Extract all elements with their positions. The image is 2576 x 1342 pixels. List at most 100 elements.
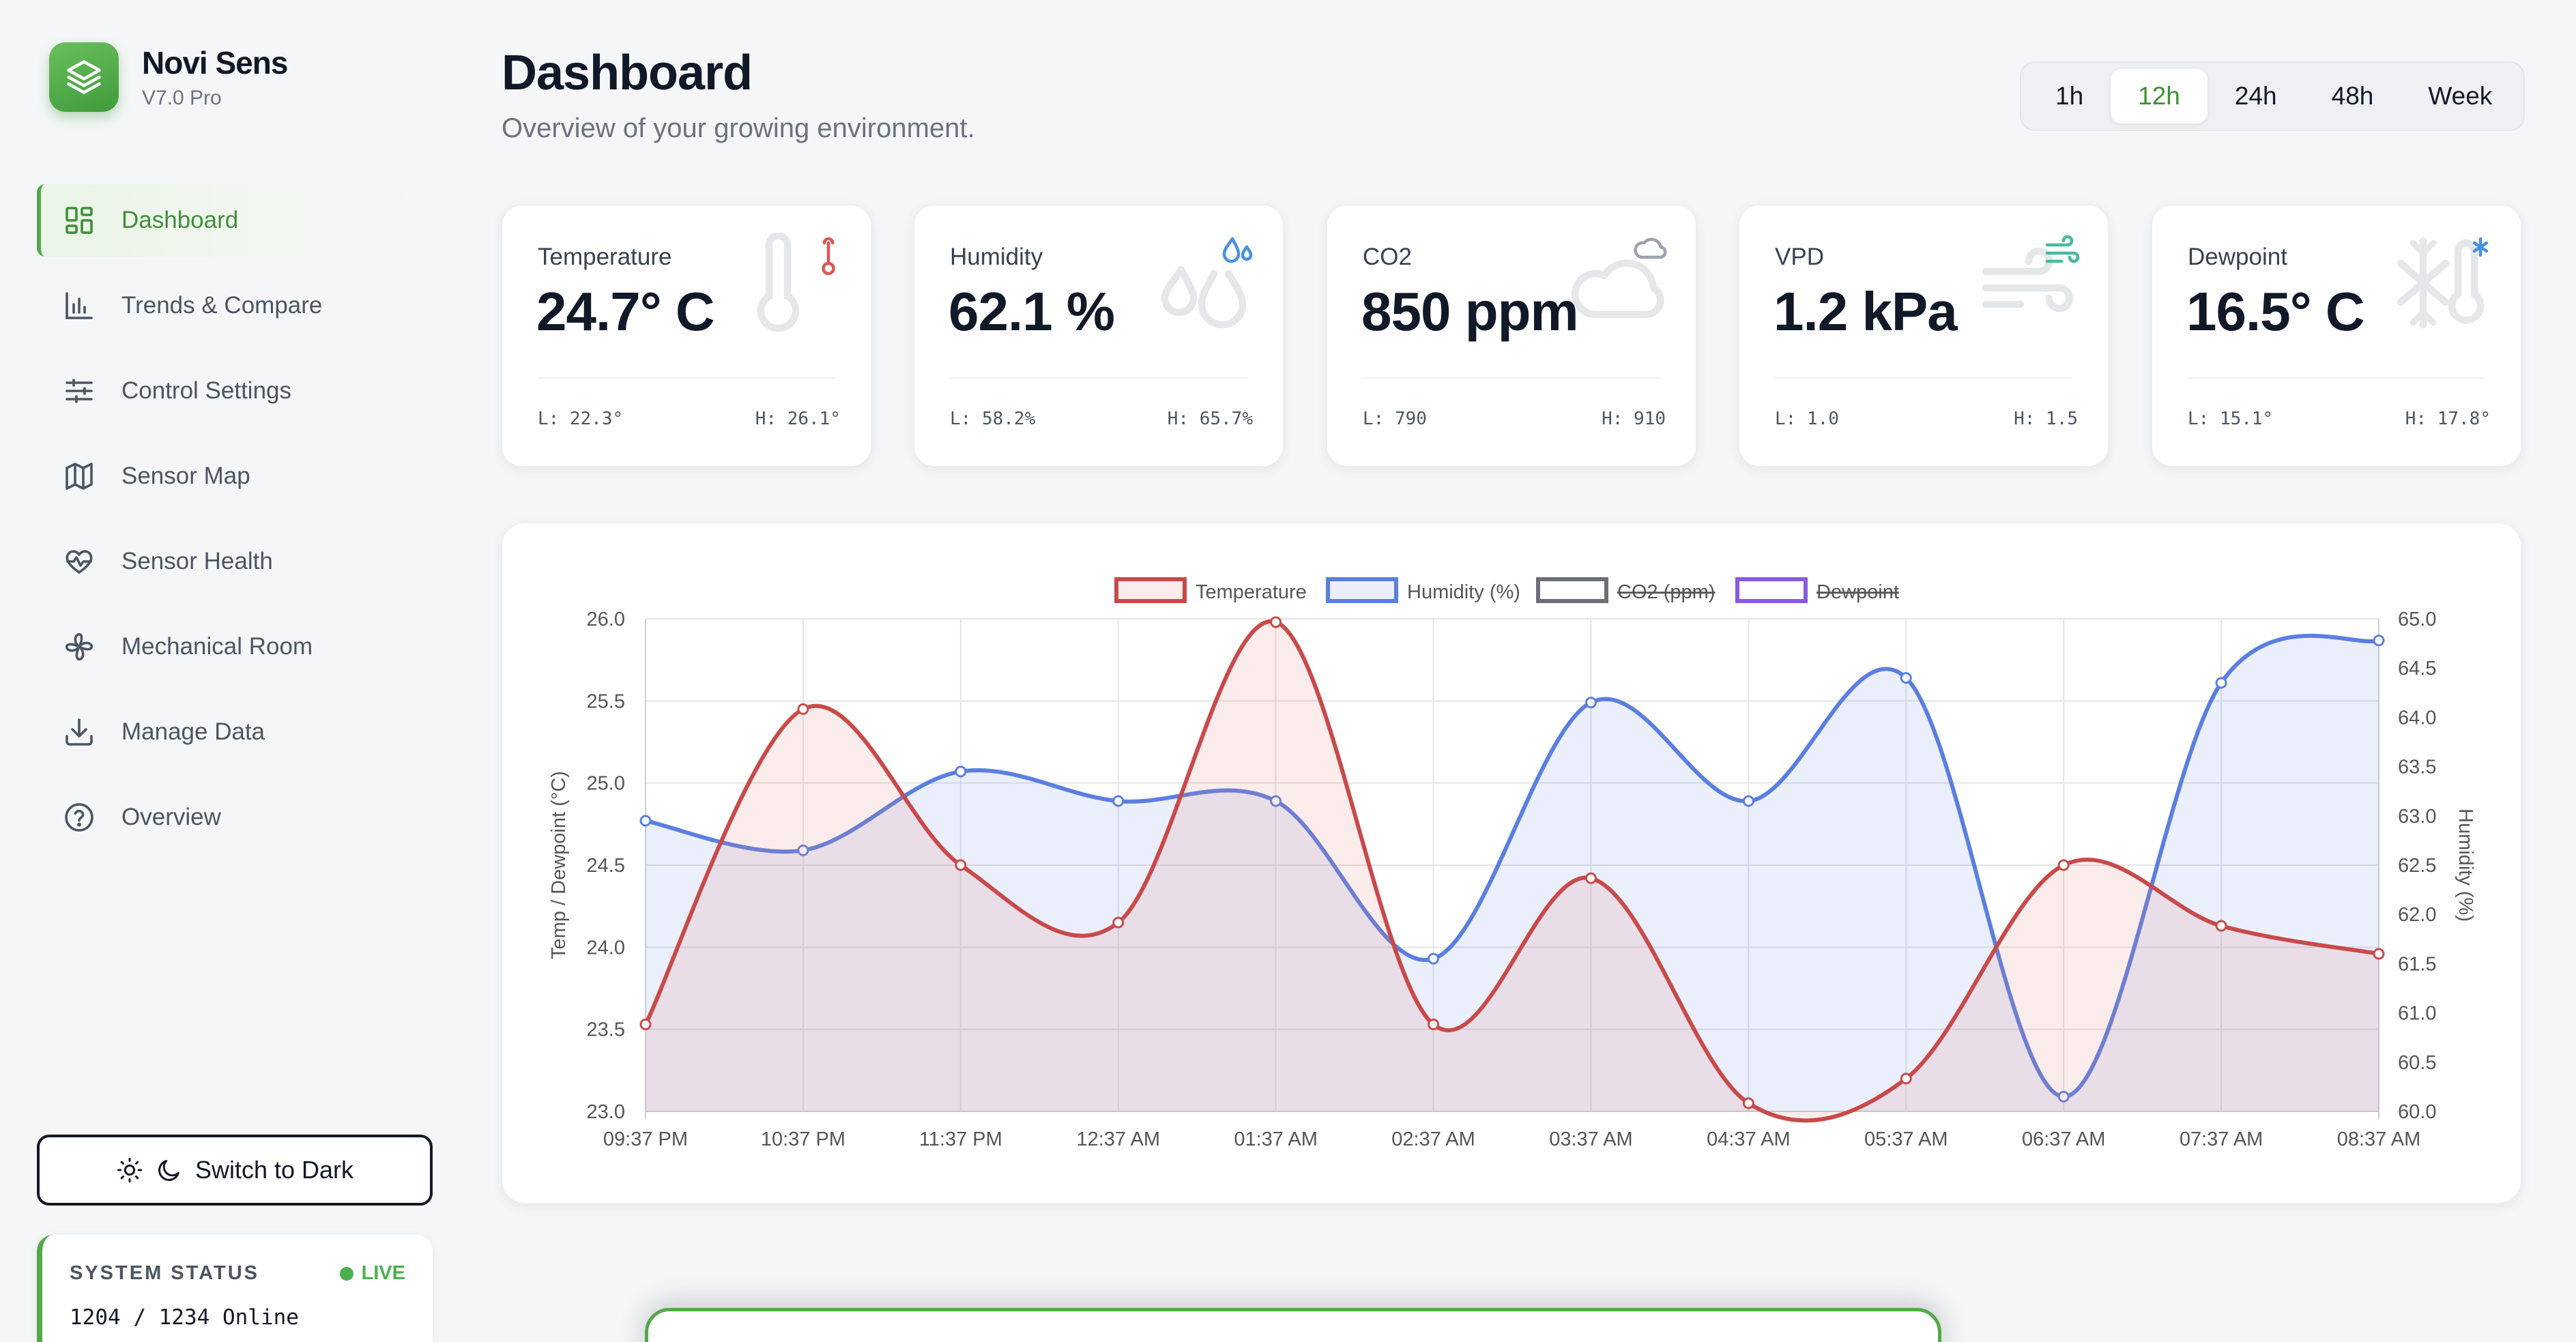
y2-tick-label: 64.0 [2398, 707, 2436, 729]
brand[interactable]: Novi Sens V7.0 Pro [49, 42, 288, 112]
x-tick-label: 10:37 PM [761, 1128, 845, 1150]
data-point [1270, 795, 1282, 807]
metric-card-vpd[interactable]: VPD 1.2 kPa L: 1.0 H: 1.5 [1739, 205, 2109, 467]
data-point [1428, 1018, 1440, 1030]
series-line [645, 633, 2379, 1099]
x-tick-label: 01:37 AM [1234, 1128, 1318, 1150]
metric-card-temperature[interactable]: Temperature 24.7° C L: 22.3° H: 26.1° [502, 205, 871, 467]
y2-tick-label: 63.0 [2398, 806, 2436, 828]
y-tick-label: 23.5 [587, 1019, 625, 1041]
y2-axis-title: Humidity (%) [2455, 808, 2476, 922]
sidebar-nav: Dashboard Trends & Compare Control Setti… [37, 184, 433, 866]
y2-tick-label: 60.0 [2398, 1101, 2436, 1123]
metric-divider [2188, 377, 2485, 379]
y-tick-label: 24.0 [587, 937, 625, 959]
sidebar-item-label: Dashboard [121, 207, 239, 233]
y2-tick-label: 62.0 [2398, 904, 2436, 926]
metric-card-humidity[interactable]: Humidity 62.1 % L: 58.2% H: 65.7% [914, 205, 1284, 467]
sidebar-item-manage-data[interactable]: Manage Data [37, 696, 433, 768]
brand-version: V7.0 Pro [142, 87, 222, 109]
metric-high: H: 26.1° [755, 409, 841, 429]
snow-thermometer-icon [2397, 237, 2489, 329]
sidebar-item-label: Sensor Health [121, 548, 273, 574]
data-point [1270, 616, 1282, 628]
range-week-button[interactable]: Week [2428, 82, 2493, 110]
y-tick-label: 25.0 [587, 773, 625, 795]
legend-swatch [1735, 577, 1808, 603]
thermometer-icon [757, 233, 835, 332]
sidebar-item-sensor-health[interactable]: Sensor Health [37, 525, 433, 598]
x-tick-label: 03:37 AM [1549, 1128, 1633, 1150]
sidebar-item-mechanical-room[interactable]: Mechanical Room [37, 611, 433, 683]
data-point [797, 703, 809, 715]
metric-divider [1363, 377, 1660, 379]
data-point [639, 1018, 652, 1030]
metric-value: 16.5° C [2186, 281, 2365, 342]
y-tick-label: 25.5 [587, 690, 625, 712]
y2-tick-label: 63.5 [2398, 757, 2436, 778]
y2-tick-label: 61.0 [2398, 1003, 2436, 1025]
series-area [646, 635, 2379, 1111]
series-area [646, 621, 2379, 1121]
data-point [2373, 634, 2385, 647]
page-subtitle: Overview of your growing environment. [502, 113, 975, 143]
metric-low: L: 58.2% [950, 409, 1036, 429]
y-tick-label: 23.0 [587, 1101, 625, 1123]
metric-label: Humidity [950, 244, 1043, 270]
x-tick-label: 11:37 PM [919, 1128, 1002, 1150]
series-line [643, 619, 2379, 1123]
range-24h-button[interactable]: 24h [2234, 82, 2277, 110]
switch-to-dark-button[interactable]: Switch to Dark [37, 1135, 433, 1206]
fan-icon [65, 632, 93, 661]
data-point [1900, 1073, 1912, 1085]
data-point [2373, 948, 2385, 960]
metric-card-co2[interactable]: CO2 850 ppm L: 790 H: 910 [1327, 205, 1696, 467]
metric-label: Temperature [538, 244, 672, 270]
x-tick-label: 12:37 AM [1076, 1128, 1160, 1150]
sidebar-item-dashboard[interactable]: Dashboard [37, 184, 433, 257]
range-12h-button[interactable]: 12h [2111, 69, 2208, 123]
sidebar-item-sensor-map[interactable]: Sensor Map [37, 440, 433, 512]
time-range-selector: 1h 12h 24h 48h Week [2020, 61, 2525, 131]
y2-tick-label: 64.5 [2398, 658, 2436, 680]
sidebar-item-label: Manage Data [121, 718, 265, 745]
sidebar-item-trends[interactable]: Trends & Compare [37, 269, 433, 342]
wind-icon [1982, 235, 2080, 312]
switch-to-dark-label: Switch to Dark [194, 1156, 354, 1184]
x-tick-label: 09:37 PM [603, 1128, 688, 1150]
metric-label: Dewpoint [2188, 244, 2287, 270]
system-status-card: SYSTEM STATUS LIVE 1204 / 1234 Online [37, 1235, 433, 1342]
sidebar-item-label: Sensor Map [121, 463, 250, 489]
data-point [1900, 672, 1912, 684]
metric-high: H: 65.7% [1167, 409, 1253, 429]
data-point [1742, 795, 1754, 807]
y2-tick-label: 61.5 [2398, 953, 2436, 975]
data-point [955, 765, 967, 778]
range-48h-button[interactable]: 48h [2331, 82, 2374, 110]
legend-swatch [1536, 577, 1608, 603]
live-label: LIVE [361, 1262, 405, 1284]
live-dot-icon [339, 1266, 353, 1281]
sidebar-item-label: Overview [121, 804, 221, 830]
y2-tick-label: 65.0 [2398, 609, 2436, 630]
data-point [1742, 1097, 1754, 1109]
metric-low: L: 22.3° [538, 409, 624, 429]
x-tick-label: 05:37 AM [1864, 1128, 1948, 1150]
sidebar-item-overview[interactable]: Overview [37, 781, 433, 854]
metric-divider [1775, 377, 2072, 379]
y2-tick-label: 62.5 [2398, 855, 2436, 877]
heart-pulse-icon [66, 550, 93, 574]
x-tick-label: 07:37 AM [2180, 1128, 2263, 1150]
help-circle-icon [65, 803, 93, 832]
metric-card-dewpoint[interactable]: Dewpoint 16.5° C L: 15.1° H: 17.8° [2152, 205, 2521, 467]
droplets-icon [1161, 237, 1253, 329]
sidebar-item-label: Control Settings [121, 377, 292, 404]
range-1h-button[interactable]: 1h [2055, 82, 2084, 110]
sidebar-item-control-settings[interactable]: Control Settings [37, 355, 433, 427]
online-count: 1204 / 1234 Online [70, 1305, 299, 1330]
sensor-line-chart[interactable]: 23.0 23.5 24.0 24.5 25.0 25.5 26.0 60.0 60.5 61.0… [502, 523, 2522, 1204]
system-status-title: SYSTEM STATUS [70, 1262, 259, 1284]
data-point [1584, 697, 1597, 709]
layers-icon [49, 42, 119, 112]
metric-value: 62.1 % [949, 281, 1115, 342]
